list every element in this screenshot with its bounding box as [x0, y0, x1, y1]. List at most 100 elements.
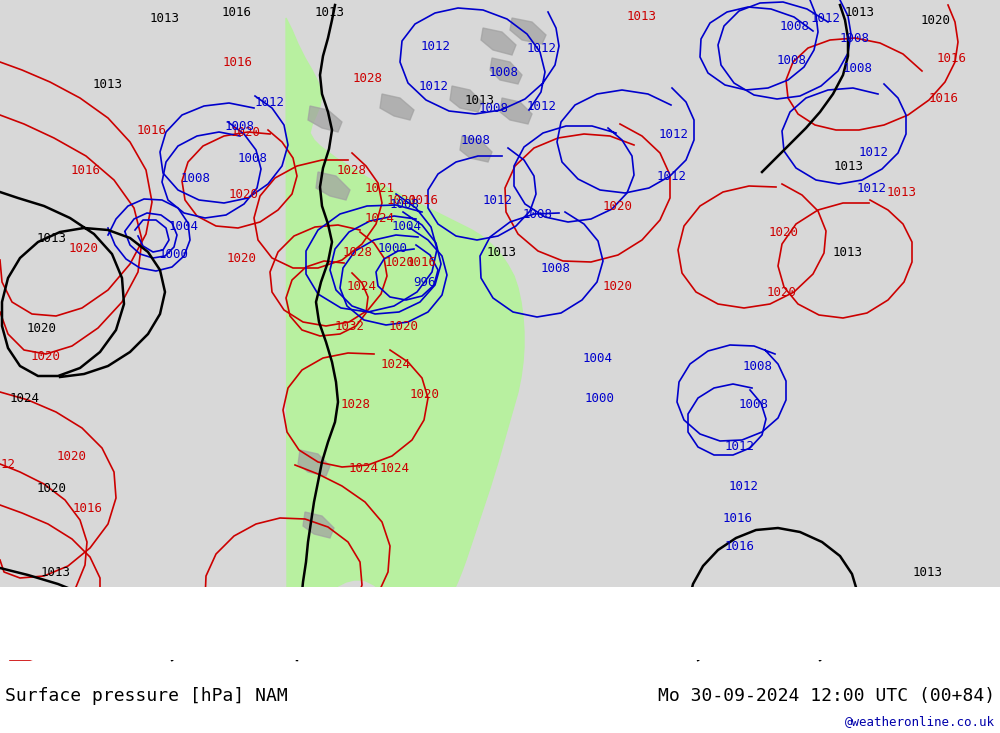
Text: 1012: 1012: [859, 145, 889, 158]
Polygon shape: [380, 94, 414, 120]
Polygon shape: [298, 450, 330, 476]
Text: 1013: 1013: [834, 160, 864, 172]
Text: 1008: 1008: [225, 119, 255, 133]
Text: 1020: 1020: [37, 482, 67, 495]
Text: 1020: 1020: [603, 281, 633, 293]
Text: 1024: 1024: [381, 358, 411, 370]
Text: 1021: 1021: [365, 182, 395, 194]
Text: 1016: 1016: [929, 92, 959, 105]
Text: 1012: 1012: [659, 128, 689, 141]
Polygon shape: [510, 18, 546, 44]
Text: 1020: 1020: [410, 388, 440, 402]
Polygon shape: [490, 58, 522, 84]
Text: 1013: 1013: [283, 625, 313, 638]
Text: 1013: 1013: [41, 565, 71, 578]
Text: 1012: 1012: [857, 183, 887, 196]
Text: 1016: 1016: [409, 194, 439, 207]
Polygon shape: [0, 0, 1000, 660]
Text: 1016: 1016: [137, 123, 167, 136]
Text: 1020: 1020: [57, 449, 87, 463]
Polygon shape: [450, 86, 482, 112]
Text: 1020: 1020: [31, 350, 61, 363]
Text: 1024: 1024: [380, 462, 410, 474]
Text: 1020: 1020: [921, 13, 951, 26]
Text: 1008: 1008: [843, 62, 873, 75]
Text: 1020: 1020: [69, 241, 99, 254]
Text: 1000: 1000: [378, 243, 408, 256]
Polygon shape: [481, 28, 516, 55]
Text: 1016: 1016: [723, 512, 753, 526]
Text: 1028: 1028: [337, 163, 367, 177]
Text: @weatheronline.co.uk: @weatheronline.co.uk: [845, 715, 995, 729]
Text: 1012: 1012: [419, 79, 449, 92]
Text: 1012: 1012: [527, 100, 557, 114]
Text: 1013: 1013: [913, 565, 943, 578]
Polygon shape: [500, 98, 532, 124]
Polygon shape: [460, 136, 492, 162]
Text: 1016: 1016: [222, 6, 252, 18]
Bar: [0, 587, 1000, 660]
Text: 1000: 1000: [585, 391, 615, 405]
Text: 1008: 1008: [743, 361, 773, 374]
Text: 1020: 1020: [227, 251, 257, 265]
Text: 1012: 1012: [483, 194, 513, 207]
Text: 1004: 1004: [392, 221, 422, 234]
Text: 1013: 1013: [465, 94, 495, 106]
Text: 1008: 1008: [541, 262, 571, 274]
Text: Mo 30-09-2024 12:00 UTC (00+84): Mo 30-09-2024 12:00 UTC (00+84): [658, 687, 995, 705]
Text: 996: 996: [413, 276, 435, 289]
Text: 1024: 1024: [349, 462, 379, 474]
Text: 1012: 1012: [657, 171, 687, 183]
Text: 1016: 1016: [937, 51, 967, 65]
Text: 1020: 1020: [231, 125, 261, 139]
Text: 1013: 1013: [845, 6, 875, 18]
Text: 1008: 1008: [461, 133, 491, 147]
Text: 1024: 1024: [347, 279, 377, 292]
Text: 1008: 1008: [489, 65, 519, 78]
Polygon shape: [316, 172, 350, 200]
Text: 1032: 1032: [335, 320, 365, 333]
Text: 1008: 1008: [523, 208, 553, 221]
Text: 1024: 1024: [10, 391, 40, 405]
Text: 1008: 1008: [739, 397, 769, 410]
Text: 1004: 1004: [169, 221, 199, 234]
Text: 1008: 1008: [840, 32, 870, 45]
Text: 1020: 1020: [769, 226, 799, 238]
Text: 1028: 1028: [343, 246, 373, 259]
Polygon shape: [0, 660, 1000, 733]
Text: 1008: 1008: [238, 152, 268, 164]
Text: 1013: 1013: [37, 232, 67, 245]
Text: 1012: 1012: [421, 40, 451, 53]
Text: 1008: 1008: [479, 101, 509, 114]
Text: 1016: 1016: [407, 256, 437, 268]
Text: 1020: 1020: [27, 322, 57, 334]
Text: 1004: 1004: [583, 352, 613, 364]
Text: 1012: 1012: [527, 43, 557, 56]
Text: 1013: 1013: [833, 246, 863, 259]
Text: 1020: 1020: [767, 285, 797, 298]
Text: 1013: 1013: [487, 246, 517, 259]
Text: 1012: 1012: [255, 95, 285, 108]
Text: 12: 12: [0, 457, 16, 471]
Text: 1020: 1020: [389, 320, 419, 333]
Text: 1000: 1000: [159, 248, 189, 260]
Text: 1013: 1013: [315, 6, 345, 18]
Text: Surface pressure [hPa] NAM: Surface pressure [hPa] NAM: [5, 687, 288, 705]
Text: 1012: 1012: [729, 479, 759, 493]
Text: 1012: 1012: [811, 12, 841, 26]
Text: 1016: 1016: [73, 501, 103, 515]
Text: 1013: 1013: [93, 78, 123, 92]
Text: 1013: 1013: [887, 185, 917, 199]
Text: 1013: 1013: [627, 10, 657, 23]
Text: 1012: 1012: [725, 441, 755, 454]
Text: 1008: 1008: [181, 172, 211, 185]
Text: 1020: 1020: [603, 201, 633, 213]
Text: 1013: 1013: [283, 608, 313, 621]
Text: 1008: 1008: [390, 199, 420, 212]
Text: 1028: 1028: [341, 397, 371, 410]
Text: 1016: 1016: [223, 56, 253, 68]
Polygon shape: [308, 106, 342, 132]
Text: 1024: 1024: [365, 212, 395, 224]
Text: 1013: 1013: [133, 608, 163, 621]
Text: 1020: 1020: [387, 194, 417, 207]
